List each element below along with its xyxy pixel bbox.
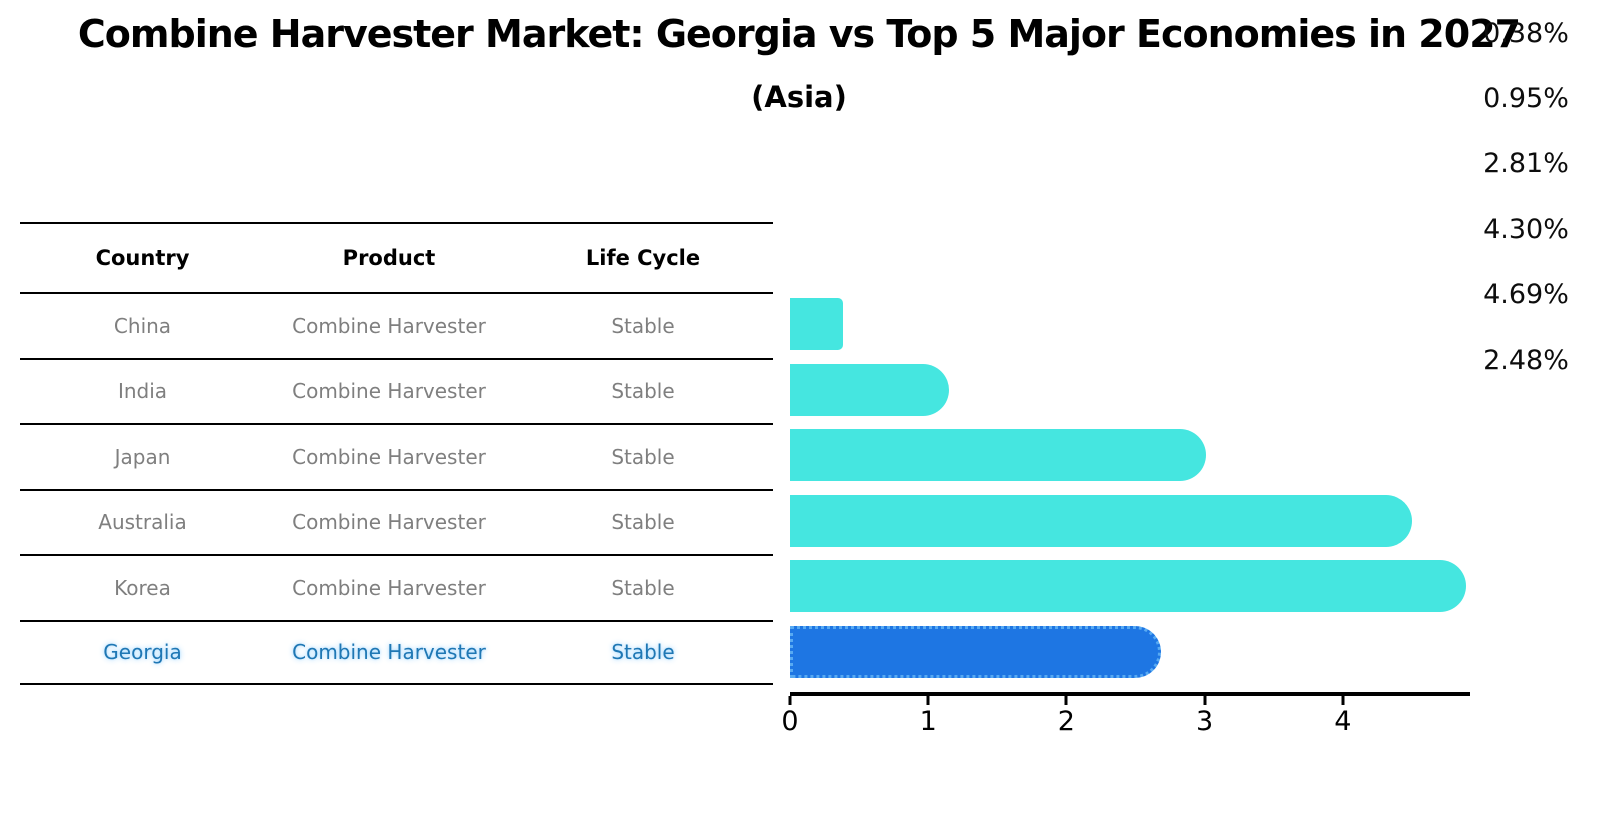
value-label-china: 0.38% [1483,18,1569,49]
bar-georgia [790,626,1161,678]
table-row-australia: Australia Combine Harvester Stable [20,488,773,555]
x-axis-tick [1064,696,1068,705]
x-axis-tick-label: 4 [1334,706,1352,737]
bar-china [790,298,843,350]
x-axis-tick [788,696,792,705]
table-row-korea: Korea Combine Harvester Stable [20,554,773,620]
cell-product: Combine Harvester [292,444,486,469]
cell-life-cycle: Stable [611,313,675,338]
bar-india [790,364,950,416]
x-axis-tick-label: 2 [1057,706,1075,737]
bar-australia [790,495,1413,547]
x-axis-tick-label: 0 [781,706,799,737]
bar-korea [790,560,1467,612]
value-label-australia: 4.30% [1483,214,1569,245]
cell-country: Georgia [103,640,182,665]
bar-chart: 0 1 2 3 4 [781,292,1470,737]
cell-life-cycle: Stable [611,444,675,469]
x-axis-tick-label: 3 [1196,706,1214,737]
cell-life-cycle: Stable [611,640,675,665]
x-axis-tick-label: 1 [919,706,937,737]
x-axis-tick [1203,696,1207,705]
column-header-country: Country [95,246,190,270]
cell-country: Australia [98,510,187,535]
cell-country: Japan [114,444,171,469]
value-label-india: 0.95% [1483,83,1569,114]
column-header-product: Product [342,246,436,270]
cell-product: Combine Harvester [292,379,486,404]
cell-life-cycle: Stable [611,510,675,535]
x-axis-line [790,692,1470,696]
column-header-life-cycle: Life Cycle [585,246,701,270]
cell-product: Combine Harvester [292,313,486,338]
cell-country: India [117,379,168,404]
country-table: Country Product Life Cycle China Combine… [20,222,773,685]
cell-country: China [113,313,172,338]
table-row-india: India Combine Harvester Stable [20,357,773,424]
table-row-china: China Combine Harvester Stable [20,292,773,358]
cell-life-cycle: Stable [611,379,675,404]
value-label-korea: 4.69% [1483,279,1569,310]
cell-product: Combine Harvester [292,640,486,665]
value-label-japan: 2.81% [1483,148,1569,179]
cell-product: Combine Harvester [292,575,486,600]
table-header-row: Country Product Life Cycle [20,222,773,292]
cell-country: Korea [114,575,171,600]
value-label-georgia: 2.48% [1483,345,1569,376]
chart-title: Combine Harvester Market: Georgia vs Top… [77,12,1521,56]
cell-product: Combine Harvester [292,510,486,535]
table-row-japan: Japan Combine Harvester Stable [20,423,773,489]
table-row-georgia: Georgia Combine Harvester Stable [20,619,773,685]
x-axis-tick [1341,696,1345,705]
bar-japan [790,429,1207,481]
cell-life-cycle: Stable [611,575,675,600]
x-axis-tick [926,696,930,705]
chart-subtitle: (Asia) [751,80,847,114]
